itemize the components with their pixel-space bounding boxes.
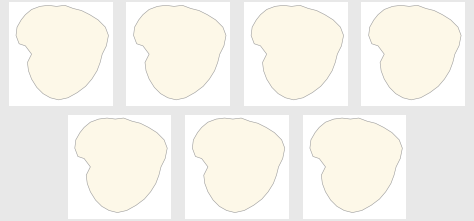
Polygon shape [192,118,285,213]
Polygon shape [369,5,461,100]
Polygon shape [302,115,407,219]
Polygon shape [361,2,465,106]
Polygon shape [185,115,289,219]
Polygon shape [310,118,402,213]
Polygon shape [126,2,230,106]
Polygon shape [16,5,109,100]
Polygon shape [67,115,172,219]
Polygon shape [244,2,348,106]
Polygon shape [9,2,113,106]
Polygon shape [134,5,226,100]
Polygon shape [251,5,344,100]
Polygon shape [75,118,167,213]
